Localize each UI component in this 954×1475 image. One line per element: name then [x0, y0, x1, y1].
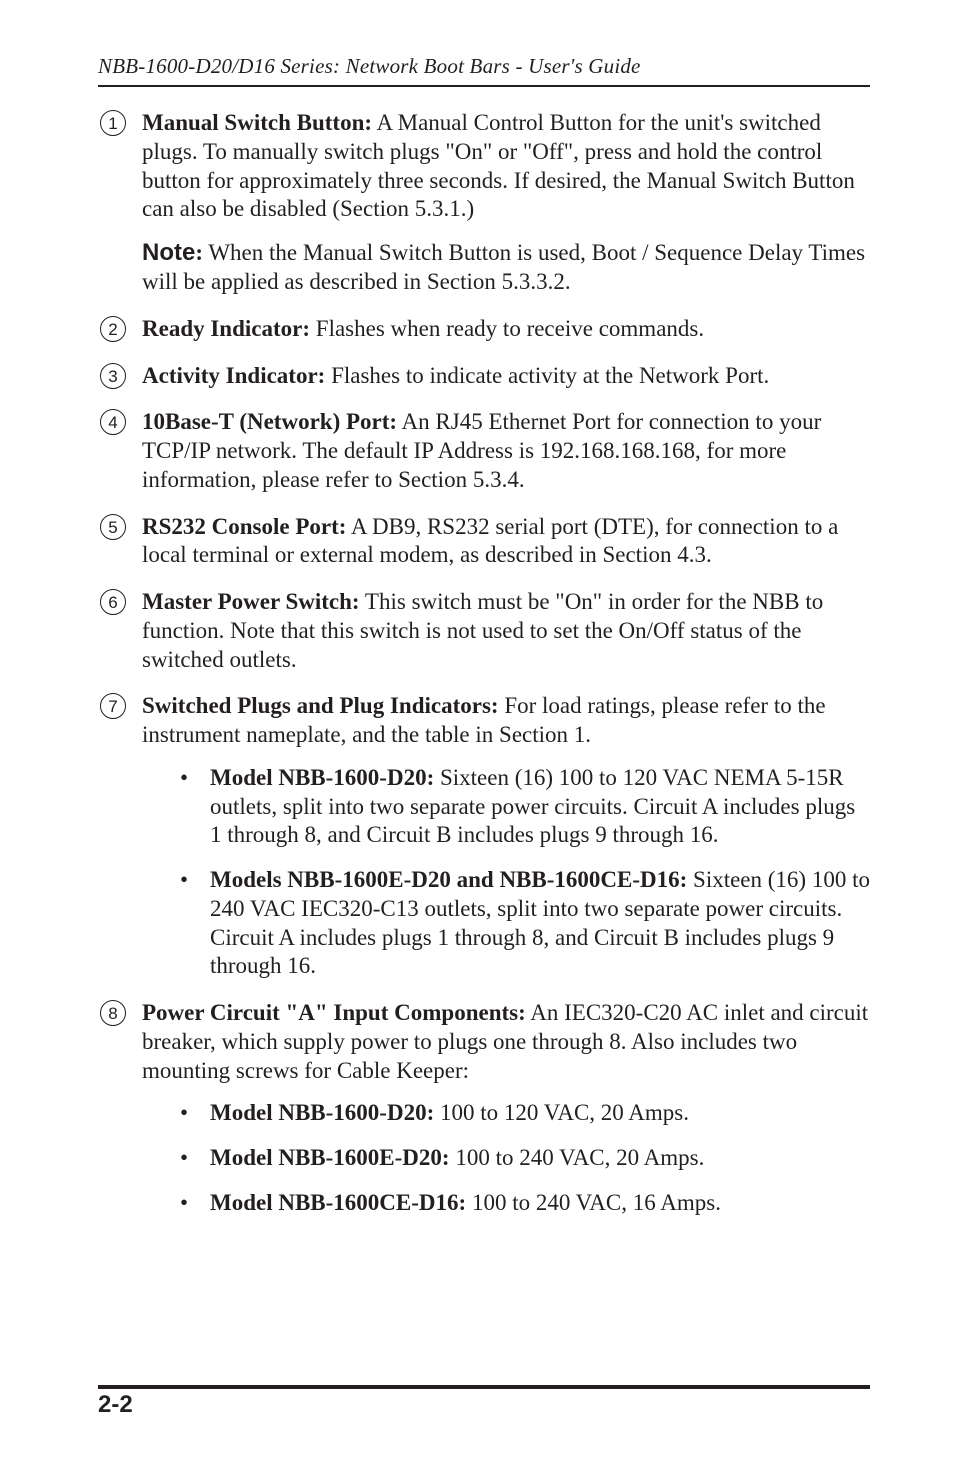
- marker-6: 6: [100, 589, 126, 615]
- marker-8: 8: [100, 1000, 126, 1026]
- item-8-sub-2-title: Model NBB-1600E-D20:: [210, 1145, 450, 1170]
- item-8-sub-3-title: Model NBB-1600CE-D16:: [210, 1190, 466, 1215]
- item-5-title: RS232 Console Port:: [142, 514, 346, 539]
- item-3-body: Flashes to indicate activity at the Netw…: [325, 363, 769, 388]
- item-4: 4 10Base-T (Network) Port: An RJ45 Ether…: [98, 408, 870, 494]
- item-6: 6 Master Power Switch: This switch must …: [98, 588, 870, 674]
- numbered-list: 1 Manual Switch Button: A Manual Control…: [98, 109, 870, 1218]
- bullet-icon: •: [180, 866, 188, 895]
- item-8: 8 Power Circuit "A" Input Components: An…: [98, 999, 870, 1218]
- note-block: Note: When the Manual Switch Button is u…: [142, 238, 870, 297]
- item-4-title: 10Base-T (Network) Port:: [142, 409, 397, 434]
- item-7-sub-1: • Model NBB-1600-D20: Sixteen (16) 100 t…: [178, 764, 870, 850]
- item-7: 7 Switched Plugs and Plug Indicators: Fo…: [98, 692, 870, 981]
- item-6-title: Master Power Switch:: [142, 589, 360, 614]
- bullet-icon: •: [180, 1144, 188, 1173]
- bullet-icon: •: [180, 1099, 188, 1128]
- marker-7: 7: [100, 693, 126, 719]
- bullet-icon: •: [180, 1189, 188, 1218]
- item-8-sub-1: • Model NBB-1600-D20: 100 to 120 VAC, 20…: [178, 1099, 870, 1128]
- bullet-icon: •: [180, 764, 188, 793]
- marker-1: 1: [100, 110, 126, 136]
- note-label: Note: [142, 239, 195, 266]
- item-1: 1 Manual Switch Button: A Manual Control…: [98, 109, 870, 297]
- running-header: NBB-1600-D20/D16 Series: Network Boot Ba…: [98, 54, 870, 87]
- footer: 2-2: [98, 1385, 870, 1419]
- marker-3: 3: [100, 363, 126, 389]
- marker-2: 2: [100, 316, 126, 342]
- item-8-sub-1-body: 100 to 120 VAC, 20 Amps.: [434, 1100, 689, 1125]
- item-7-title: Switched Plugs and Plug Indicators:: [142, 693, 499, 718]
- item-8-sub-2-body: 100 to 240 VAC, 20 Amps.: [450, 1145, 705, 1170]
- item-5: 5 RS232 Console Port: A DB9, RS232 seria…: [98, 513, 870, 571]
- note-colon: :: [195, 240, 203, 265]
- item-2: 2 Ready Indicator: Flashes when ready to…: [98, 315, 870, 344]
- footer-rule: [98, 1385, 870, 1389]
- item-7-sub-2-title: Models NBB-1600E-D20 and NBB-1600CE-D16:: [210, 867, 687, 892]
- item-1-title: Manual Switch Button:: [142, 110, 372, 135]
- item-3-title: Activity Indicator:: [142, 363, 325, 388]
- item-7-sublist: • Model NBB-1600-D20: Sixteen (16) 100 t…: [142, 764, 870, 981]
- item-7-sub-1-title: Model NBB-1600-D20:: [210, 765, 434, 790]
- item-8-sub-3-body: 100 to 240 VAC, 16 Amps.: [466, 1190, 721, 1215]
- item-7-sub-2: • Models NBB-1600E-D20 and NBB-1600CE-D1…: [178, 866, 870, 981]
- item-8-sub-2: • Model NBB-1600E-D20: 100 to 240 VAC, 2…: [178, 1144, 870, 1173]
- item-8-sub-3: • Model NBB-1600CE-D16: 100 to 240 VAC, …: [178, 1189, 870, 1218]
- note-body: When the Manual Switch Button is used, B…: [142, 240, 865, 294]
- item-3: 3 Activity Indicator: Flashes to indicat…: [98, 362, 870, 391]
- content-body: 1 Manual Switch Button: A Manual Control…: [98, 109, 870, 1218]
- marker-5: 5: [100, 514, 126, 540]
- item-8-sublist: • Model NBB-1600-D20: 100 to 120 VAC, 20…: [142, 1099, 870, 1217]
- marker-4: 4: [100, 409, 126, 435]
- item-2-body: Flashes when ready to receive commands.: [310, 316, 704, 341]
- item-8-sub-1-title: Model NBB-1600-D20:: [210, 1100, 434, 1125]
- page-number: 2-2: [98, 1391, 870, 1419]
- item-8-title: Power Circuit "A" Input Components:: [142, 1000, 526, 1025]
- item-2-title: Ready Indicator:: [142, 316, 310, 341]
